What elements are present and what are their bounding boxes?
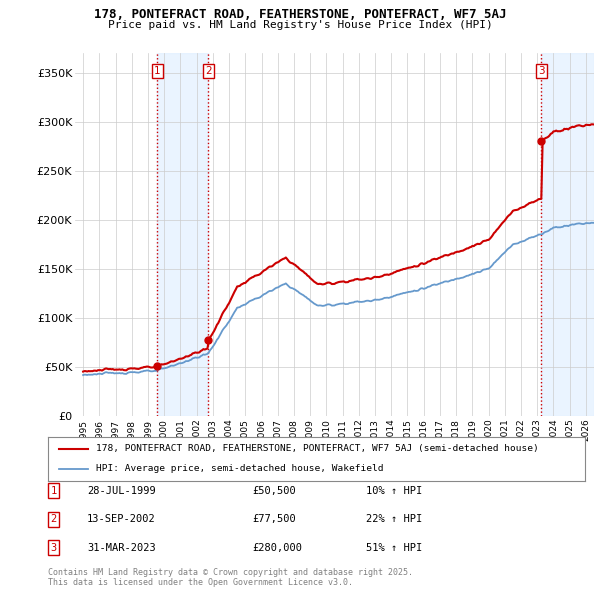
Text: 2: 2 — [205, 66, 211, 76]
Text: 10% ↑ HPI: 10% ↑ HPI — [366, 486, 422, 496]
Text: 2: 2 — [50, 514, 56, 524]
Text: 31-MAR-2023: 31-MAR-2023 — [87, 543, 156, 552]
Text: 51% ↑ HPI: 51% ↑ HPI — [366, 543, 422, 552]
Text: 22% ↑ HPI: 22% ↑ HPI — [366, 514, 422, 524]
Text: 13-SEP-2002: 13-SEP-2002 — [87, 514, 156, 524]
Bar — [541, 53, 594, 416]
Text: £50,500: £50,500 — [252, 486, 296, 496]
Text: 28-JUL-1999: 28-JUL-1999 — [87, 486, 156, 496]
Bar — [157, 53, 208, 416]
Text: Price paid vs. HM Land Registry's House Price Index (HPI): Price paid vs. HM Land Registry's House … — [107, 20, 493, 30]
Text: 3: 3 — [538, 66, 545, 76]
Text: 3: 3 — [50, 543, 56, 552]
Text: 1: 1 — [154, 66, 161, 76]
Text: 178, PONTEFRACT ROAD, FEATHERSTONE, PONTEFRACT, WF7 5AJ (semi-detached house): 178, PONTEFRACT ROAD, FEATHERSTONE, PONT… — [97, 444, 539, 453]
Text: £280,000: £280,000 — [252, 543, 302, 552]
Text: 178, PONTEFRACT ROAD, FEATHERSTONE, PONTEFRACT, WF7 5AJ: 178, PONTEFRACT ROAD, FEATHERSTONE, PONT… — [94, 8, 506, 21]
Text: 1: 1 — [50, 486, 56, 496]
Bar — [562, 53, 594, 416]
Text: HPI: Average price, semi-detached house, Wakefield: HPI: Average price, semi-detached house,… — [97, 464, 384, 473]
Text: £77,500: £77,500 — [252, 514, 296, 524]
Text: Contains HM Land Registry data © Crown copyright and database right 2025.
This d: Contains HM Land Registry data © Crown c… — [48, 568, 413, 587]
